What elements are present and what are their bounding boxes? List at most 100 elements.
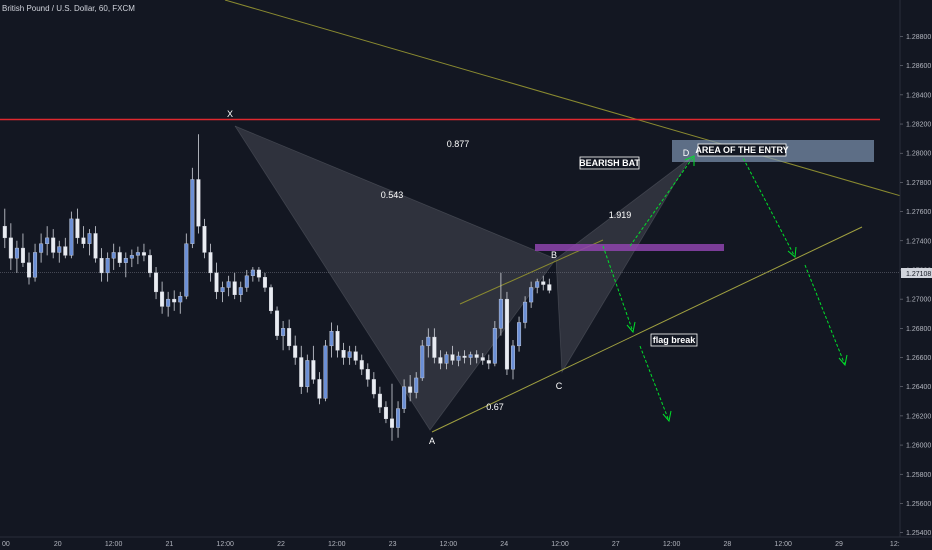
lower-channel-line (431, 226, 863, 433)
price-tick-2: 1.28400 (906, 92, 931, 99)
candle-19 (117, 252, 122, 263)
candle-40 (244, 275, 249, 288)
last-price-tag: 1.27108 (906, 271, 931, 278)
point-b-label: B (551, 250, 557, 260)
price-axis[interactable]: 1.28800 1.28600 1.28400 1.28200 1.28000 1.278… (899, 0, 932, 537)
candle-65 (396, 408, 401, 428)
purple-zone (535, 244, 724, 251)
candle-73 (444, 354, 449, 364)
candle-80 (486, 360, 491, 364)
candle-22 (135, 252, 140, 256)
price-tick-4: 1.28000 (906, 151, 931, 158)
price-tick-3: 1.28200 (906, 122, 931, 129)
candle-39 (238, 287, 243, 295)
arrow-down-2 (639, 345, 670, 422)
time-axis[interactable]: 00 20 12:00 21 12:00 22 12:00 23 12:00 24 12:00 27 1… (0, 536, 932, 548)
candle-12 (75, 218, 80, 239)
flag-break-annotation: flag break (650, 333, 698, 347)
arrowhead-up (684, 155, 695, 166)
price-tick-6: 1.27600 (906, 209, 931, 216)
flag-break-text: flag break (653, 335, 697, 345)
candle-81 (492, 328, 497, 364)
candle-46 (281, 328, 286, 336)
candle-11 (69, 218, 74, 256)
xb-line (234, 125, 557, 260)
candle-1 (8, 237, 13, 259)
price-tick-0: 1.28800 (906, 34, 931, 41)
candle-77 (468, 354, 473, 358)
bearish-bat-annotation: BEARISH BAT (579, 156, 640, 170)
candle-57 (347, 351, 352, 358)
candle-75 (456, 355, 461, 361)
candle-54 (329, 331, 334, 347)
time-tick-14: 12:00 (774, 541, 792, 548)
candle-56 (341, 350, 346, 358)
candle-61 (371, 379, 376, 395)
candle-78 (474, 354, 479, 358)
candle-84 (511, 345, 516, 370)
candle-28 (172, 298, 177, 303)
candle-67 (408, 386, 413, 393)
candle-9 (57, 246, 62, 253)
candle-21 (129, 255, 134, 259)
point-d-label: D (683, 148, 690, 158)
candle-8 (51, 237, 56, 253)
time-tick-5: 22 (277, 541, 285, 548)
candle-32 (196, 179, 201, 227)
candle-3 (20, 247, 25, 263)
candle-20 (123, 258, 128, 263)
candle-50 (305, 360, 310, 387)
price-tick-13: 1.26200 (906, 413, 931, 420)
candle-82 (498, 298, 503, 329)
pattern-outline (234, 125, 691, 431)
time-tick-10: 12:00 (551, 541, 569, 548)
candle-24 (147, 255, 152, 274)
point-x-label: X (227, 109, 233, 119)
candle-2 (14, 247, 19, 259)
candle-79 (480, 357, 485, 361)
candle-18 (111, 252, 116, 259)
price-tick-7: 1.27400 (906, 238, 931, 245)
bearish-bat-text: BEARISH BAT (579, 158, 640, 168)
arrow-up-to-d (629, 155, 695, 247)
price-tick-5: 1.27800 (906, 180, 931, 187)
candle-70 (426, 336, 431, 347)
time-tick-16: 12: (890, 541, 900, 548)
candle-27 (166, 298, 171, 307)
candle-72 (438, 357, 443, 364)
time-tick-4: 12:00 (216, 541, 234, 548)
candle-15 (93, 233, 98, 259)
time-tick-6: 12:00 (328, 541, 346, 548)
price-tick-10: 1.26800 (906, 326, 931, 333)
candle-49 (299, 357, 304, 387)
candle-42 (256, 269, 261, 278)
time-tick-13: 28 (724, 541, 732, 548)
time-tick-2: 12:00 (105, 541, 123, 548)
point-c-label: C (556, 381, 563, 391)
candle-74 (450, 354, 455, 361)
time-axis-ticks: 00 20 12:00 21 12:00 22 12:00 23 12:00 24 12:00 27 1… (2, 541, 900, 548)
candle-13 (81, 237, 86, 244)
arrow-heads (626, 155, 848, 423)
candle-44 (269, 287, 274, 312)
time-tick-15: 29 (835, 541, 843, 548)
arrow-down-4 (804, 264, 846, 366)
bearish-bat-box (579, 156, 640, 170)
candle-6 (39, 243, 44, 253)
arrowhead-down-1 (626, 321, 636, 334)
candle-53 (323, 345, 328, 399)
entry-area-text: AREA OF THE ENTRY (695, 145, 788, 155)
arrowhead-down-4 (838, 354, 848, 367)
candle-16 (99, 258, 104, 274)
ratio-label-2: 0.877 (447, 139, 470, 149)
time-tick-0: 00 (2, 541, 10, 548)
bd-line (555, 157, 691, 260)
price-axis-ticks: 1.28800 1.28600 1.28400 1.28200 1.28000 1.278… (900, 34, 931, 537)
candle-14 (87, 233, 92, 244)
candle-60 (365, 368, 370, 380)
candle-68 (414, 377, 419, 393)
price-tick-12: 1.26400 (906, 384, 931, 391)
time-tick-11: 27 (612, 541, 620, 548)
candle-43 (262, 277, 267, 288)
